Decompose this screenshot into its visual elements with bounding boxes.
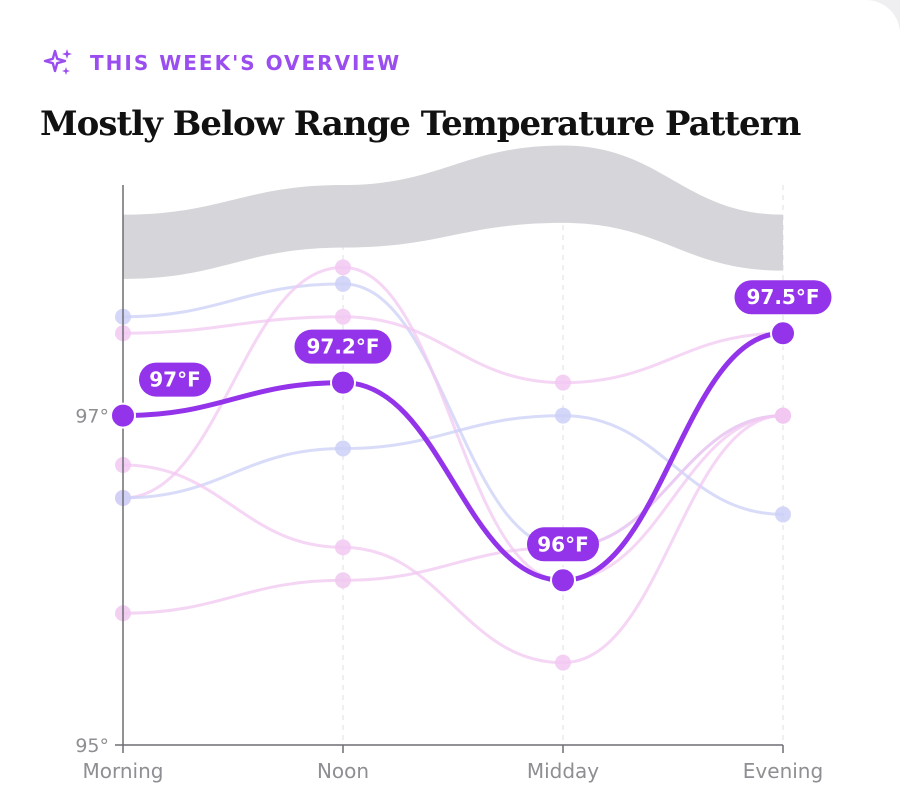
background-series-point-5-noon: [335, 572, 351, 589]
chart-title: Mostly Below Range Temperature Pattern: [40, 104, 801, 144]
background-series-point-1-noon: [335, 275, 351, 292]
x-tick-label-midday: Midday: [527, 759, 599, 783]
background-series-point-4-noon: [335, 440, 351, 457]
x-tick-label-noon: Noon: [317, 759, 369, 783]
background-series-line-6: [121, 414, 785, 665]
value-label-text-midday: 96°F: [537, 532, 589, 556]
value-label-midday: 96°F: [527, 527, 599, 562]
background-series-line-3: [121, 265, 785, 582]
value-label-text-morning: 97°F: [149, 368, 201, 392]
value-label-pill-noon: [294, 329, 392, 364]
x-tick-label-evening: Evening: [743, 759, 823, 783]
value-label-pill-midday: [527, 527, 599, 562]
background-series-point-6-midday: [555, 654, 571, 671]
value-label-noon: 97.2°F: [294, 329, 392, 364]
y-tick-label-95: 95°: [75, 735, 109, 757]
value-label-text-evening: 97.5°F: [746, 285, 819, 309]
section-eyebrow: THIS WEEK'S OVERVIEW: [42, 46, 401, 80]
highlight-point-evening: [770, 320, 796, 347]
y-tick-label-97: 97°: [75, 406, 109, 428]
value-label-morning: 97°F: [139, 362, 211, 397]
background-series-point-4-evening: [775, 506, 791, 523]
background-series-point-3-noon: [335, 259, 351, 276]
background-series-line-1: [121, 282, 785, 549]
highlight-point-noon: [330, 369, 356, 396]
background-series-point-2-midday: [555, 374, 571, 391]
value-label-pill-evening: [734, 280, 832, 315]
sparkles-icon: [43, 49, 72, 75]
background-series-line-4: [121, 414, 785, 516]
highlight-point-midday: [550, 567, 576, 594]
background-series-point-6-evening: [775, 407, 791, 424]
x-tick-label-morning: Morning: [83, 759, 164, 783]
value-label-pill-morning: [139, 362, 211, 397]
highlight-point-morning: [110, 402, 136, 429]
background-series-point-4-midday: [555, 407, 571, 424]
background-series-point-6-noon: [335, 539, 351, 556]
background-series-line-2: [121, 315, 785, 385]
highlight-series-line: [120, 330, 786, 583]
eyebrow-label: THIS WEEK'S OVERVIEW: [90, 51, 402, 75]
value-label-text-noon: 97.2°F: [306, 335, 379, 359]
background-series-line-5: [121, 414, 785, 615]
background-series-point-2-noon: [335, 308, 351, 325]
value-label-evening: 97.5°F: [734, 280, 832, 315]
normal-range-band: [123, 145, 783, 279]
